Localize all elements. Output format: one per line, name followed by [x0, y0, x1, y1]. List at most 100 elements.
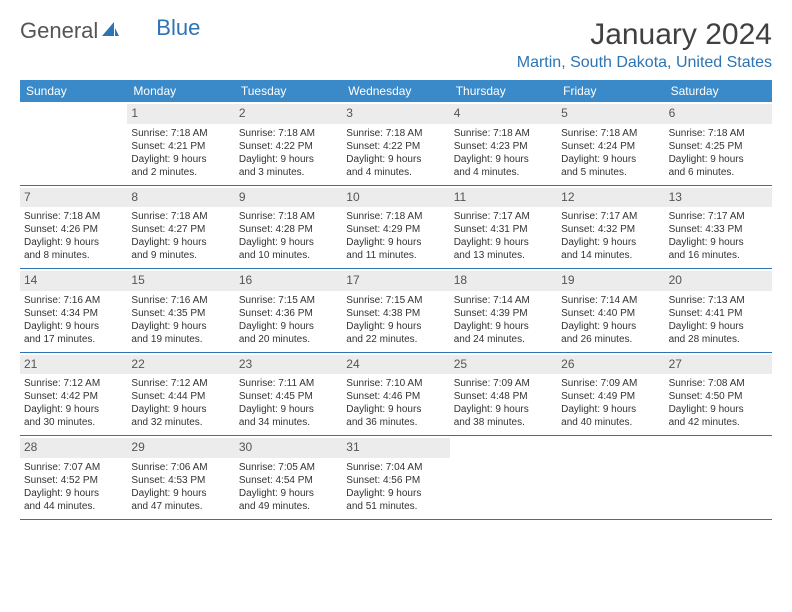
day-header-cell: Tuesday — [235, 80, 342, 102]
day-cell: 18Sunrise: 7:14 AMSunset: 4:39 PMDayligh… — [450, 269, 557, 352]
day-cell: 16Sunrise: 7:15 AMSunset: 4:36 PMDayligh… — [235, 269, 342, 352]
daylight2-text: and 36 minutes. — [346, 416, 445, 429]
sunrise-text: Sunrise: 7:13 AM — [669, 294, 768, 307]
sunrise-text: Sunrise: 7:15 AM — [239, 294, 338, 307]
daylight1-text: Daylight: 9 hours — [239, 320, 338, 333]
sunrise-text: Sunrise: 7:18 AM — [131, 127, 230, 140]
sunrise-text: Sunrise: 7:18 AM — [24, 210, 123, 223]
day-number: 12 — [557, 188, 664, 208]
sunset-text: Sunset: 4:23 PM — [454, 140, 553, 153]
day-number: 3 — [342, 104, 449, 124]
daylight2-text: and 34 minutes. — [239, 416, 338, 429]
day-cell: 15Sunrise: 7:16 AMSunset: 4:35 PMDayligh… — [127, 269, 234, 352]
daylight1-text: Daylight: 9 hours — [454, 403, 553, 416]
logo-text-blue: Blue — [156, 15, 200, 41]
sunset-text: Sunset: 4:31 PM — [454, 223, 553, 236]
day-cell: 11Sunrise: 7:17 AMSunset: 4:31 PMDayligh… — [450, 186, 557, 269]
day-cell: 24Sunrise: 7:10 AMSunset: 4:46 PMDayligh… — [342, 353, 449, 436]
daylight1-text: Daylight: 9 hours — [131, 153, 230, 166]
sunset-text: Sunset: 4:33 PM — [669, 223, 768, 236]
sunset-text: Sunset: 4:26 PM — [24, 223, 123, 236]
daylight2-text: and 30 minutes. — [24, 416, 123, 429]
day-cell: 13Sunrise: 7:17 AMSunset: 4:33 PMDayligh… — [665, 186, 772, 269]
day-number: 2 — [235, 104, 342, 124]
sunrise-text: Sunrise: 7:10 AM — [346, 377, 445, 390]
sunrise-text: Sunrise: 7:06 AM — [131, 461, 230, 474]
day-cell: 17Sunrise: 7:15 AMSunset: 4:38 PMDayligh… — [342, 269, 449, 352]
daylight2-text: and 42 minutes. — [669, 416, 768, 429]
sunrise-text: Sunrise: 7:16 AM — [131, 294, 230, 307]
sunrise-text: Sunrise: 7:04 AM — [346, 461, 445, 474]
sunset-text: Sunset: 4:41 PM — [669, 307, 768, 320]
daylight2-text: and 3 minutes. — [239, 166, 338, 179]
daylight2-text: and 32 minutes. — [131, 416, 230, 429]
sunrise-text: Sunrise: 7:09 AM — [561, 377, 660, 390]
daylight1-text: Daylight: 9 hours — [24, 487, 123, 500]
sunset-text: Sunset: 4:42 PM — [24, 390, 123, 403]
day-number: 16 — [235, 271, 342, 291]
month-title: January 2024 — [517, 18, 772, 52]
day-number: 10 — [342, 188, 449, 208]
day-cell: 31Sunrise: 7:04 AMSunset: 4:56 PMDayligh… — [342, 436, 449, 519]
sunset-text: Sunset: 4:45 PM — [239, 390, 338, 403]
day-header-cell: Thursday — [450, 80, 557, 102]
day-cell: 5Sunrise: 7:18 AMSunset: 4:24 PMDaylight… — [557, 102, 664, 185]
day-cell: 8Sunrise: 7:18 AMSunset: 4:27 PMDaylight… — [127, 186, 234, 269]
day-number: 30 — [235, 438, 342, 458]
daylight1-text: Daylight: 9 hours — [24, 403, 123, 416]
daylight2-text: and 14 minutes. — [561, 249, 660, 262]
day-cell: 30Sunrise: 7:05 AMSunset: 4:54 PMDayligh… — [235, 436, 342, 519]
daylight1-text: Daylight: 9 hours — [131, 236, 230, 249]
day-cell: 20Sunrise: 7:13 AMSunset: 4:41 PMDayligh… — [665, 269, 772, 352]
title-block: January 2024 Martin, South Dakota, Unite… — [517, 18, 772, 72]
day-cell — [557, 436, 664, 519]
daylight1-text: Daylight: 9 hours — [454, 236, 553, 249]
day-header-row: SundayMondayTuesdayWednesdayThursdayFrid… — [20, 80, 772, 102]
day-number: 28 — [20, 438, 127, 458]
day-cell: 10Sunrise: 7:18 AMSunset: 4:29 PMDayligh… — [342, 186, 449, 269]
sunset-text: Sunset: 4:50 PM — [669, 390, 768, 403]
sunrise-text: Sunrise: 7:18 AM — [239, 127, 338, 140]
day-number: 7 — [20, 188, 127, 208]
daylight2-text: and 28 minutes. — [669, 333, 768, 346]
daylight1-text: Daylight: 9 hours — [346, 320, 445, 333]
day-header-cell: Wednesday — [342, 80, 449, 102]
daylight2-text: and 8 minutes. — [24, 249, 123, 262]
daylight1-text: Daylight: 9 hours — [131, 487, 230, 500]
day-number: 4 — [450, 104, 557, 124]
day-number: 15 — [127, 271, 234, 291]
day-number: 11 — [450, 188, 557, 208]
sunset-text: Sunset: 4:39 PM — [454, 307, 553, 320]
sunrise-text: Sunrise: 7:17 AM — [669, 210, 768, 223]
daylight2-text: and 24 minutes. — [454, 333, 553, 346]
day-number: 21 — [20, 355, 127, 375]
day-number: 23 — [235, 355, 342, 375]
day-number: 26 — [557, 355, 664, 375]
daylight1-text: Daylight: 9 hours — [346, 153, 445, 166]
daylight1-text: Daylight: 9 hours — [669, 403, 768, 416]
day-cell — [665, 436, 772, 519]
day-cell: 6Sunrise: 7:18 AMSunset: 4:25 PMDaylight… — [665, 102, 772, 185]
day-number: 18 — [450, 271, 557, 291]
daylight1-text: Daylight: 9 hours — [346, 487, 445, 500]
sunrise-text: Sunrise: 7:14 AM — [454, 294, 553, 307]
sunset-text: Sunset: 4:54 PM — [239, 474, 338, 487]
daylight1-text: Daylight: 9 hours — [346, 236, 445, 249]
daylight2-text: and 5 minutes. — [561, 166, 660, 179]
daylight1-text: Daylight: 9 hours — [561, 153, 660, 166]
daylight2-text: and 26 minutes. — [561, 333, 660, 346]
sunset-text: Sunset: 4:56 PM — [346, 474, 445, 487]
day-number: 9 — [235, 188, 342, 208]
sunrise-text: Sunrise: 7:12 AM — [24, 377, 123, 390]
daylight2-text: and 6 minutes. — [669, 166, 768, 179]
logo-sail-icon — [100, 18, 120, 44]
daylight2-text: and 9 minutes. — [131, 249, 230, 262]
day-number: 8 — [127, 188, 234, 208]
sunset-text: Sunset: 4:46 PM — [346, 390, 445, 403]
day-cell: 22Sunrise: 7:12 AMSunset: 4:44 PMDayligh… — [127, 353, 234, 436]
sunrise-text: Sunrise: 7:07 AM — [24, 461, 123, 474]
sunrise-text: Sunrise: 7:18 AM — [669, 127, 768, 140]
day-number: 14 — [20, 271, 127, 291]
sunrise-text: Sunrise: 7:18 AM — [346, 127, 445, 140]
day-header-cell: Saturday — [665, 80, 772, 102]
